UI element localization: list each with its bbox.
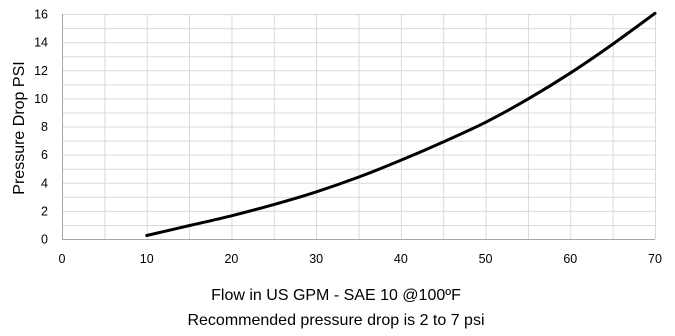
x-axis-title: Flow in US GPM - SAE 10 @100ºF xyxy=(211,287,461,304)
grid-lines xyxy=(62,14,656,240)
axes xyxy=(62,14,655,240)
y-tick-label: 2 xyxy=(41,204,48,218)
x-tick-label: 0 xyxy=(59,252,66,266)
x-tick-label: 20 xyxy=(224,252,238,266)
x-tick-label: 60 xyxy=(563,252,577,266)
x-tick-label: 10 xyxy=(140,252,154,266)
y-tick-label: 0 xyxy=(41,233,48,247)
x-tick-label: 70 xyxy=(648,252,662,266)
x-tick-labels: 0 10 20 30 40 50 60 70 xyxy=(59,252,662,266)
series-layer xyxy=(145,11,657,237)
x-tick-label: 40 xyxy=(394,252,408,266)
y-tick-label: 8 xyxy=(41,120,48,134)
x-tick-label: 50 xyxy=(479,252,493,266)
x-tick-label: 30 xyxy=(309,252,323,266)
y-tick-label: 16 xyxy=(34,8,48,22)
y-tick-label: 12 xyxy=(34,64,48,78)
y-tick-label: 14 xyxy=(34,36,48,50)
y-tick-label: 6 xyxy=(41,148,48,162)
pressure-drop-line xyxy=(145,11,657,237)
y-tick-label: 10 xyxy=(34,92,48,106)
y-axis-title: Pressure Drop PSI xyxy=(11,61,28,194)
x-axis-subtitle: Recommended pressure drop is 2 to 7 psi xyxy=(187,312,484,329)
y-tick-labels: 0 2 4 6 8 10 12 14 16 xyxy=(34,8,48,247)
y-tick-label: 4 xyxy=(41,176,48,190)
